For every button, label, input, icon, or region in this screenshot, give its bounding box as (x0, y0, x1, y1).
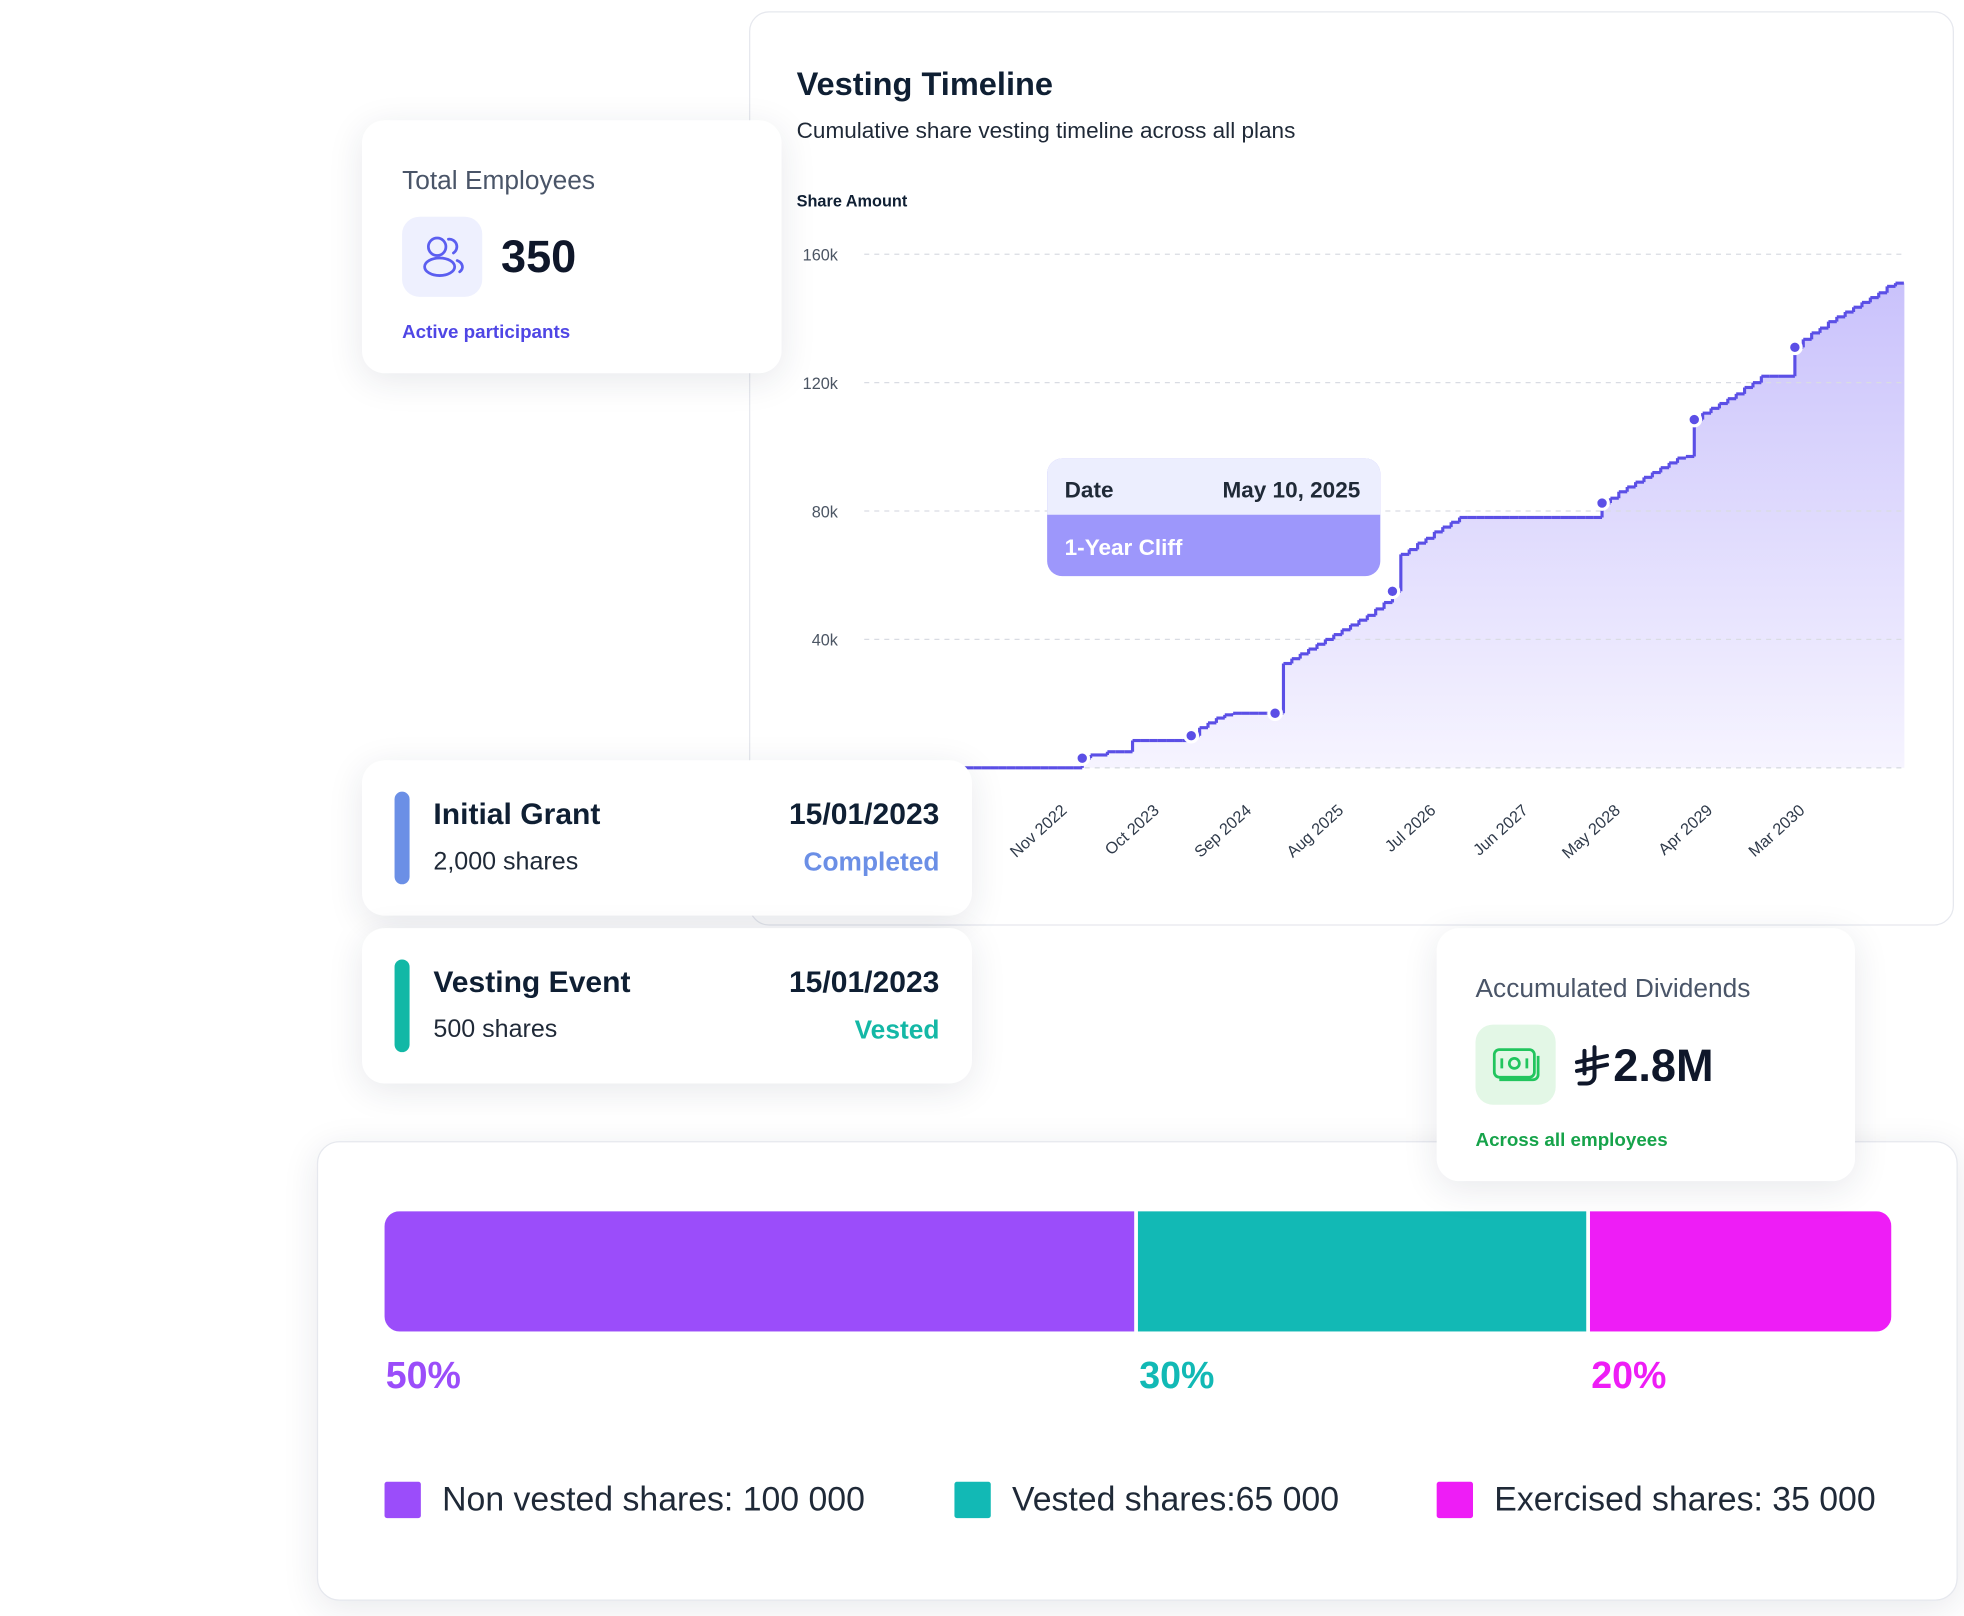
event-title: Initial Grant (433, 797, 601, 832)
event-date: 15/01/2023 (788, 797, 940, 832)
chart-title: Vesting Timeline (796, 65, 1054, 103)
card-note: Across all employees (1475, 1129, 1668, 1152)
y-axis-label: Share Amount (796, 191, 908, 211)
event-date: 15/01/2023 (788, 965, 940, 1000)
event-status: Completed (803, 847, 940, 877)
users-icon (423, 236, 464, 277)
card-value: 2.8M (1613, 1039, 1714, 1091)
event-bar (394, 791, 410, 885)
event-bar (394, 959, 410, 1053)
dividends-card: Accumulated Dividends 2.8M Across all em… (1436, 928, 1856, 1182)
card-value: 350 (501, 230, 577, 282)
event-title: Vesting Event (433, 965, 631, 1000)
icon-box (1475, 1024, 1556, 1105)
employees-card: Total Employees 350 Active participants (361, 120, 782, 374)
event-shares: 500 shares (433, 1015, 558, 1044)
event-card: Vesting Event 500 shares 15/01/2023 Vest… (361, 928, 972, 1084)
currency-symbol (1574, 1045, 1610, 1086)
event-status: Vested (854, 1015, 940, 1045)
event-shares: 2,000 shares (433, 847, 579, 876)
card-title: Total Employees (402, 166, 596, 196)
card-title: Accumulated Dividends (1475, 974, 1751, 1004)
icon-box (402, 216, 483, 297)
distribution-card (316, 1141, 1958, 1601)
chart-subtitle: Cumulative share vesting timeline across… (796, 117, 1296, 143)
event-card: Initial Grant 2,000 shares 15/01/2023 Co… (361, 760, 972, 916)
card-note: Active participants (402, 321, 571, 344)
cash-icon (1492, 1048, 1540, 1082)
